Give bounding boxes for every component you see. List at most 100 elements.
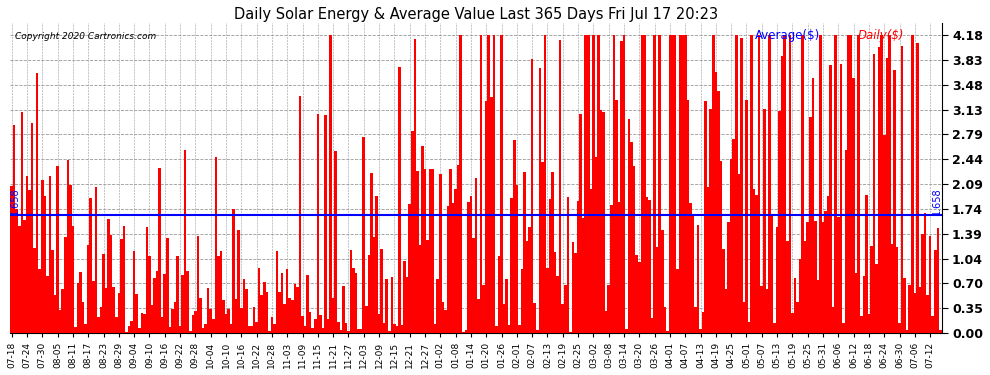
Bar [10, 186, 13, 333]
Bar [197, 236, 199, 333]
Bar [354, 273, 357, 333]
Bar [566, 197, 569, 333]
Bar [789, 35, 791, 333]
Bar [636, 255, 638, 333]
Bar [817, 280, 819, 333]
Bar [919, 287, 922, 333]
Bar [571, 242, 574, 333]
Bar [454, 189, 456, 333]
Bar [760, 286, 763, 333]
Bar [699, 330, 702, 333]
Bar [131, 321, 133, 333]
Bar [380, 249, 383, 333]
Bar [434, 324, 437, 333]
Bar [903, 279, 906, 333]
Bar [891, 244, 893, 333]
Bar [490, 97, 493, 333]
Bar [29, 190, 31, 333]
Bar [796, 302, 799, 333]
Bar [385, 279, 388, 333]
Bar [875, 264, 878, 333]
Bar [840, 64, 842, 333]
Bar [901, 46, 903, 333]
Bar [115, 317, 118, 333]
Bar [419, 244, 421, 333]
Bar [511, 198, 513, 333]
Bar [885, 58, 888, 333]
Bar [674, 35, 676, 333]
Bar [301, 316, 304, 333]
Bar [867, 314, 870, 333]
Bar [556, 276, 559, 333]
Bar [472, 238, 475, 333]
Bar [13, 125, 16, 333]
Bar [763, 109, 765, 333]
Bar [559, 40, 561, 333]
Bar [186, 271, 189, 333]
Bar [595, 157, 597, 333]
Bar [689, 203, 692, 333]
Bar [597, 35, 600, 333]
Bar [480, 35, 482, 333]
Bar [633, 166, 636, 333]
Bar [82, 302, 84, 333]
Bar [618, 202, 620, 333]
Bar [163, 274, 166, 333]
Bar [210, 309, 212, 333]
Bar [679, 35, 681, 333]
Bar [235, 299, 238, 333]
Bar [723, 249, 725, 333]
Bar [623, 35, 626, 333]
Bar [393, 324, 396, 333]
Bar [650, 318, 653, 333]
Title: Daily Solar Energy & Average Value Last 365 Days Fri Jul 17 20:23: Daily Solar Energy & Average Value Last … [234, 7, 718, 22]
Bar [102, 254, 105, 333]
Bar [330, 35, 332, 333]
Bar [493, 35, 495, 333]
Bar [715, 72, 717, 333]
Bar [553, 252, 556, 333]
Bar [299, 96, 301, 333]
Bar [924, 213, 927, 333]
Bar [215, 156, 217, 333]
Bar [136, 294, 138, 333]
Bar [345, 323, 347, 333]
Bar [878, 47, 880, 333]
Bar [582, 218, 584, 333]
Bar [439, 174, 442, 333]
Bar [508, 325, 511, 333]
Bar [166, 238, 168, 333]
Bar [929, 236, 932, 333]
Bar [825, 211, 827, 333]
Bar [786, 241, 789, 333]
Bar [620, 40, 623, 333]
Text: 1.658: 1.658 [932, 187, 941, 215]
Bar [475, 178, 477, 333]
Bar [830, 65, 832, 333]
Bar [500, 35, 503, 333]
Bar [644, 35, 645, 333]
Bar [671, 35, 674, 333]
Bar [738, 174, 741, 333]
Text: 1.658: 1.658 [10, 187, 21, 215]
Bar [31, 123, 34, 333]
Bar [337, 322, 340, 333]
Bar [138, 328, 141, 333]
Bar [704, 100, 707, 333]
Bar [133, 252, 136, 333]
Bar [544, 35, 546, 333]
Bar [778, 111, 781, 333]
Bar [937, 228, 940, 333]
Bar [710, 109, 712, 333]
Bar [449, 169, 451, 333]
Bar [105, 288, 107, 333]
Bar [396, 326, 398, 333]
Bar [694, 307, 697, 333]
Bar [613, 35, 615, 333]
Bar [681, 35, 684, 333]
Bar [526, 241, 529, 333]
Bar [414, 39, 416, 333]
Bar [429, 169, 432, 333]
Bar [406, 277, 409, 333]
Bar [243, 279, 246, 333]
